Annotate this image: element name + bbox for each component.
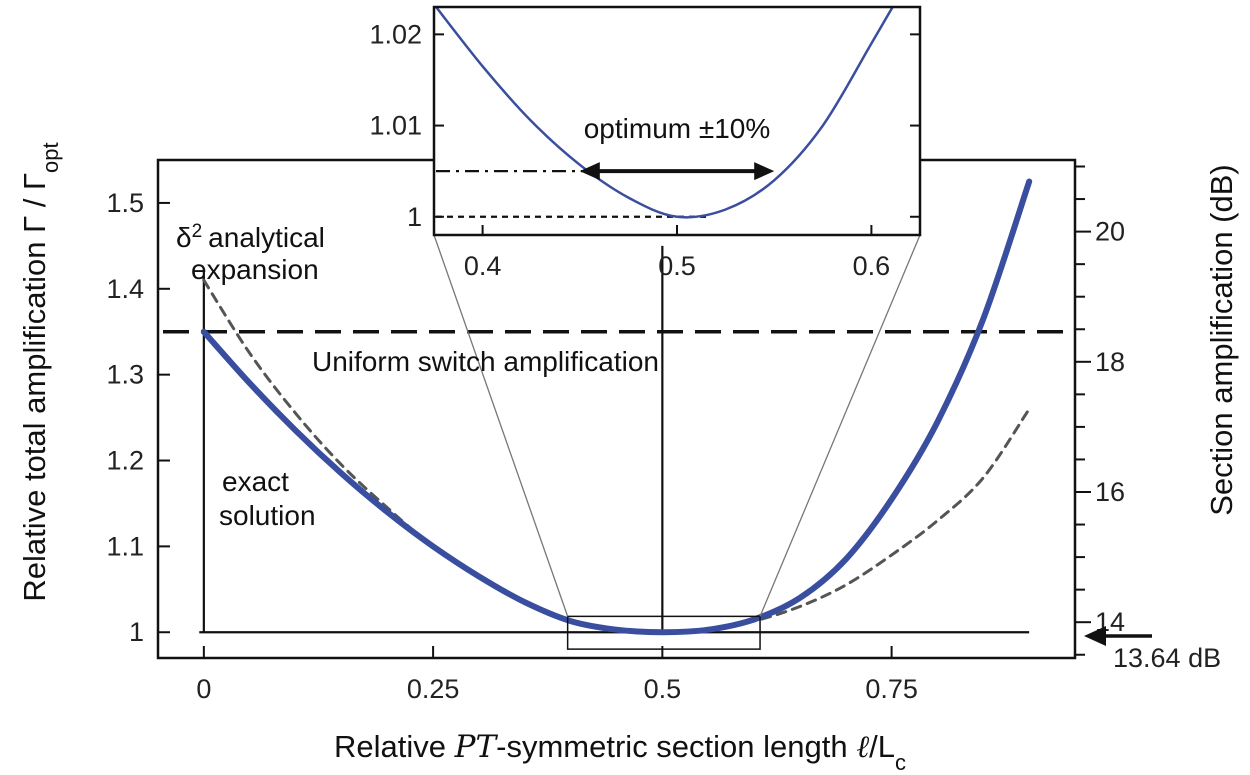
zoom-connector-right xyxy=(759,234,921,617)
inset-x-tick-label: 0.4 xyxy=(464,251,502,281)
expansion-annotation: δ2 analytical xyxy=(176,221,325,254)
db-marker-arrow-head xyxy=(1084,626,1106,646)
x-axis-title-part2: -symmetric section length xyxy=(496,729,856,764)
x-axis-title: Relative PT-symmetric section length ℓ/L… xyxy=(334,729,906,775)
y-tick-label: 1 xyxy=(129,617,144,647)
x-tick-label: 0.75 xyxy=(865,674,918,704)
inset-y-tick-label: 1 xyxy=(407,202,422,232)
y-tick-label: 1.5 xyxy=(106,188,144,218)
expansion-annotation-line2: expansion xyxy=(191,254,319,285)
x-axis-title-ell: ℓ xyxy=(856,729,869,765)
inset-series-line-0 xyxy=(434,7,895,219)
x-axis-title-lc: /L xyxy=(869,729,895,764)
y2-tick-label: 16 xyxy=(1095,477,1125,507)
y-tick-label: 1.1 xyxy=(106,531,144,561)
inset-y-tick-label: 1.02 xyxy=(369,19,422,49)
y2-tick-label: 18 xyxy=(1095,347,1125,377)
inset-background xyxy=(434,7,920,235)
optimum-arrow-head-left xyxy=(579,162,600,181)
zoom-box xyxy=(566,615,761,650)
uniform-line-label: Uniform switch amplification xyxy=(312,346,659,377)
y-axis-title-subscript: opt xyxy=(38,142,63,173)
inset-plot-area: 0.4 0.5 0.6 1 1.01 1.02 optimum ±10% xyxy=(369,5,922,281)
inset-x-tick-label: 0.5 xyxy=(658,251,696,281)
y2-tick-label: 20 xyxy=(1095,217,1125,247)
x-axis-title-subscript: c xyxy=(895,750,906,775)
zoom-connector-left xyxy=(433,234,569,617)
y2-axis-title: Section amplification (dB) xyxy=(1204,164,1239,516)
series-line-1 xyxy=(202,278,1031,634)
x-tick-label: 0.25 xyxy=(407,674,460,704)
optimum-arrow-head-right xyxy=(754,162,775,181)
y-tick-label: 1.3 xyxy=(106,360,144,390)
exact-annotation-line2: solution xyxy=(219,500,316,531)
inset-x-tick-label: 0.6 xyxy=(853,251,891,281)
inset-y-tick-label: 1.01 xyxy=(369,111,422,141)
x-axis-title-part1: Relative xyxy=(334,729,455,764)
expansion-superscript: 2 xyxy=(192,221,203,242)
exact-annotation-line1: exact xyxy=(222,466,289,497)
y-axis-title-main: Relative total amplification Γ / Γ xyxy=(17,173,52,602)
expansion-delta: δ xyxy=(176,222,192,253)
expansion-word: analytical xyxy=(208,222,325,253)
y-tick-label: 1.2 xyxy=(106,446,144,476)
x-tick-label: 0.5 xyxy=(644,674,682,704)
y-axis-title: Relative total amplification Γ / Γopt xyxy=(17,142,63,601)
db-marker: 13.64 dB xyxy=(1084,626,1221,673)
x-tick-label: 0 xyxy=(196,674,211,704)
optimum-range-label: optimum ±10% xyxy=(584,113,771,144)
x-axis-title-pt: PT xyxy=(454,729,499,765)
db-marker-label: 13.64 dB xyxy=(1113,643,1221,673)
y-tick-label: 1.4 xyxy=(106,274,144,304)
series-line-0 xyxy=(200,178,1033,636)
